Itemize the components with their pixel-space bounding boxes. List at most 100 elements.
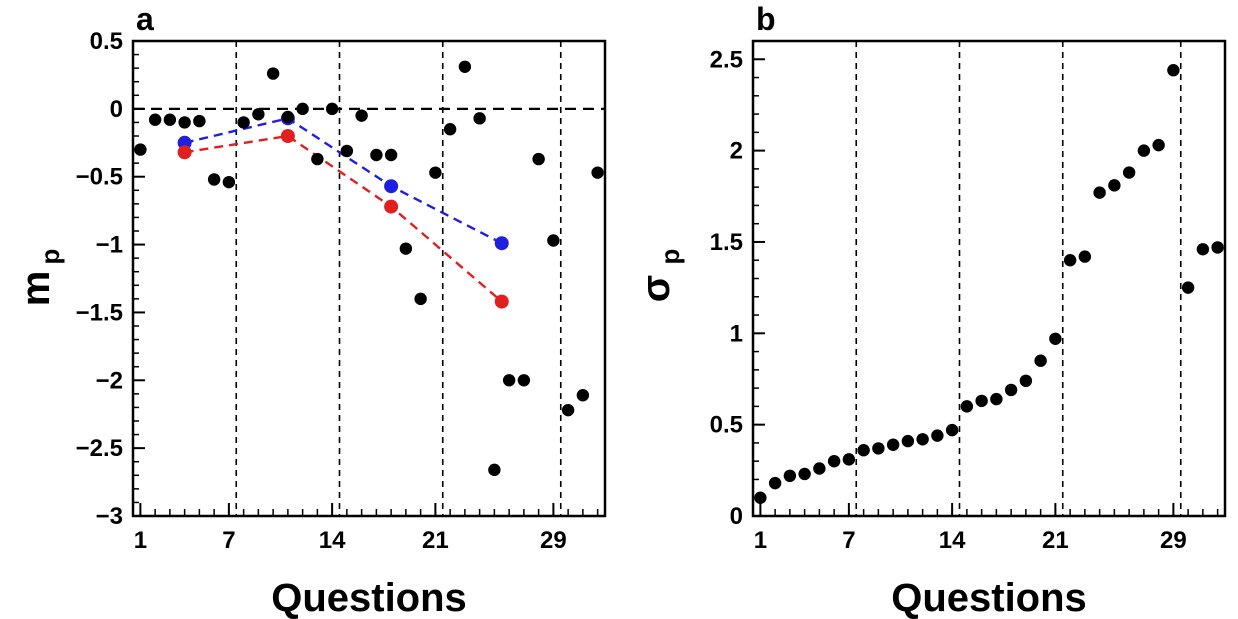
data-point <box>370 148 383 162</box>
data-point <box>281 110 295 124</box>
y-axis-title-subscript: p <box>655 249 685 265</box>
data-point <box>945 423 959 437</box>
data-point <box>1034 354 1047 367</box>
y-tick-label: 0.5 <box>710 412 743 439</box>
y-tick-label: 2.5 <box>710 46 743 73</box>
x-tick-label: 7 <box>222 527 235 554</box>
data-point <box>1019 374 1033 388</box>
data-point <box>783 469 797 483</box>
data-point <box>473 112 486 125</box>
x-axis-title: Questions <box>271 576 467 619</box>
y-tick-label: −2 <box>96 367 123 394</box>
data-point <box>532 152 545 166</box>
data-point <box>1167 64 1180 77</box>
data-point <box>178 116 191 129</box>
data-point <box>591 166 604 179</box>
x-tick-label: 14 <box>939 527 966 554</box>
data-point <box>355 109 368 122</box>
data-point <box>193 114 206 128</box>
y-tick-label: −1.5 <box>76 299 123 326</box>
data-point <box>1004 383 1018 397</box>
data-point <box>207 173 221 186</box>
data-point <box>458 60 472 73</box>
data-point <box>429 166 442 179</box>
data-point <box>1063 254 1077 267</box>
series-point <box>494 236 509 251</box>
y-axis-title-main: m <box>14 271 58 307</box>
data-point <box>827 454 841 468</box>
data-point <box>384 148 398 162</box>
data-point <box>960 400 974 413</box>
data-point <box>399 242 413 255</box>
x-tick-label: 29 <box>540 527 567 554</box>
data-point <box>1181 281 1195 294</box>
y-tick-label: −0.5 <box>76 164 123 191</box>
data-point <box>561 403 575 417</box>
data-point <box>813 462 826 475</box>
x-tick-label: 29 <box>1160 527 1187 554</box>
x-axis-title: Questions <box>891 576 1087 619</box>
data-point <box>517 374 531 387</box>
data-point <box>1152 138 1165 152</box>
y-tick-label: −1 <box>96 232 123 259</box>
data-point <box>134 143 147 156</box>
data-point <box>901 434 915 448</box>
data-point <box>1196 243 1210 256</box>
data-point <box>1078 250 1092 263</box>
series-point <box>384 179 399 194</box>
y-tick-label: −3 <box>96 503 123 530</box>
series-point <box>384 199 399 214</box>
data-point <box>311 152 324 166</box>
data-point <box>325 102 339 116</box>
panel-a: 0.5 0 −0.5 −1 −1.5 −2 −2.5 −3 1 7 14 21 29 a Questions… <box>14 1 607 619</box>
x-tick-label: 21 <box>1042 527 1069 554</box>
x-tick-label: 21 <box>422 527 449 554</box>
y-tick-label: 2 <box>730 138 743 165</box>
data-point <box>266 67 280 80</box>
data-point <box>237 116 250 129</box>
data-point <box>931 429 944 442</box>
data-point <box>148 113 162 126</box>
y-axis-title-subscript: p <box>35 249 65 265</box>
data-point <box>414 292 427 306</box>
y-tick-label: 0 <box>730 503 743 530</box>
y-tick-label: 1 <box>730 320 743 347</box>
data-point <box>886 438 900 451</box>
plot-frame <box>131 39 607 518</box>
y-tick-label: 1.5 <box>710 229 743 256</box>
panel-letter: a <box>136 1 154 37</box>
data-point <box>1108 179 1121 192</box>
data-point <box>163 113 177 126</box>
data-point <box>443 123 457 136</box>
y-tick-label: 0 <box>110 96 123 123</box>
y-tick-label: −2.5 <box>76 435 123 462</box>
data-point <box>872 442 885 455</box>
y-axis-title: σp <box>634 249 685 303</box>
x-tick-label: 14 <box>319 527 346 554</box>
data-point <box>1093 186 1106 199</box>
x-tick-label: 1 <box>754 527 767 554</box>
panel-b: 0 0.5 1 1.5 2 2.5 1 7 14 21 29 b Questions σp <box>634 1 1227 619</box>
data-point <box>576 389 590 402</box>
series-point <box>494 294 509 309</box>
data-point <box>857 444 870 457</box>
data-point <box>340 144 354 158</box>
y-tick-label: 0.5 <box>90 28 123 55</box>
data-point <box>798 467 811 481</box>
plot-frame <box>751 39 1227 518</box>
series-point <box>177 145 192 160</box>
data-point <box>488 463 501 477</box>
data-point <box>1137 144 1151 157</box>
data-point <box>1211 241 1224 254</box>
panel-letter: b <box>756 1 776 37</box>
data-point <box>842 453 856 466</box>
data-point <box>916 433 929 446</box>
data-point <box>296 102 309 116</box>
series-point <box>280 129 295 143</box>
series-line <box>184 134 503 303</box>
data-point <box>502 374 516 387</box>
x-tick-label: 1 <box>134 527 147 554</box>
data-point <box>547 234 560 247</box>
data-point <box>768 476 782 490</box>
